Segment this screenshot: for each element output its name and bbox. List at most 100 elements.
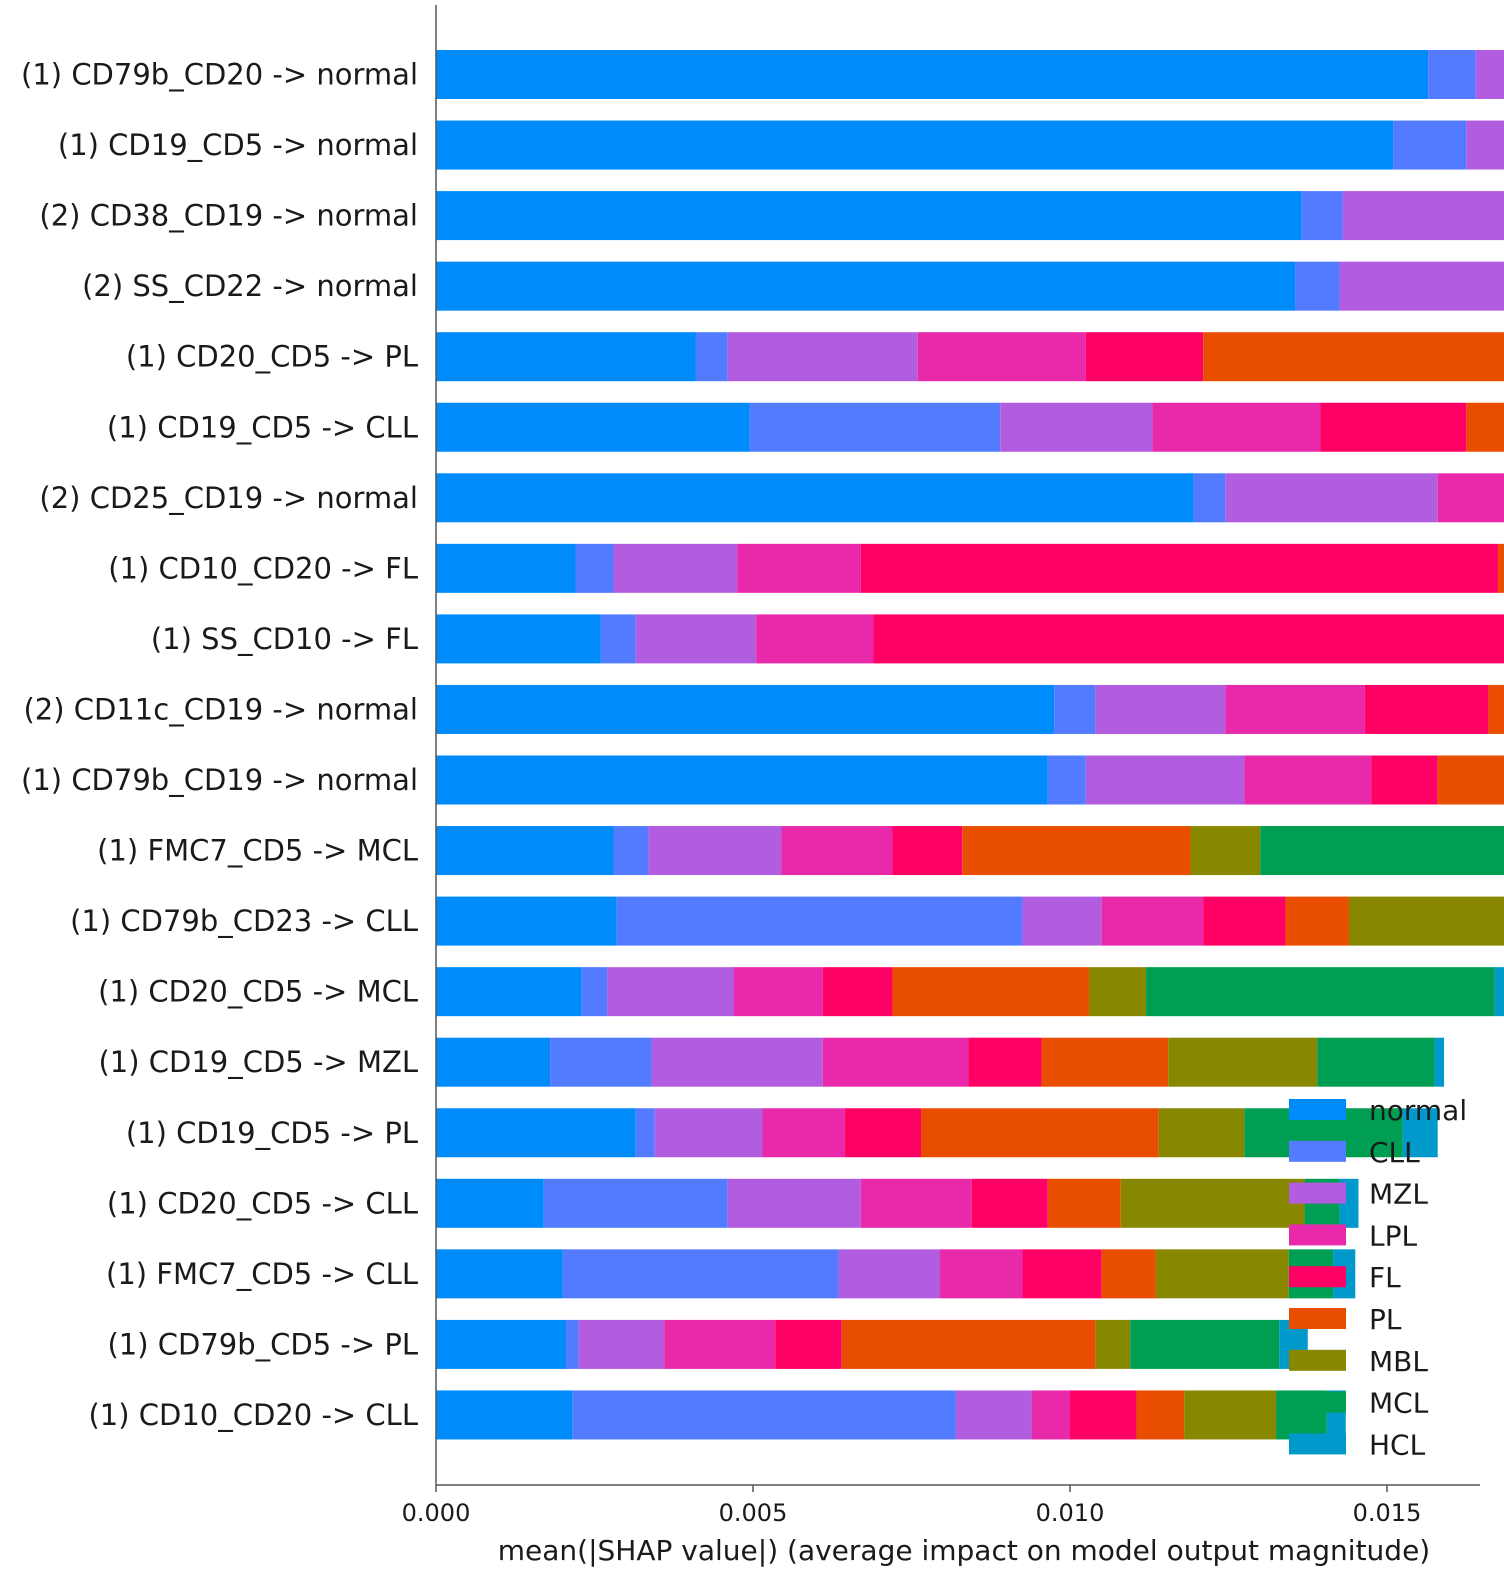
category-label: (1) CD79b_CD23 -> CLL [70,904,418,938]
bar-segment-normal [436,1178,544,1228]
bar-segment-normal [436,896,617,946]
category-label: (2) CD25_CD19 -> normal [39,481,418,515]
bar-segment-fl [1085,332,1204,382]
bar-segment-lpl [940,1249,1023,1299]
bar-segment-cll [1295,261,1340,311]
bar-segment-hcl [1434,1037,1445,1087]
bar-segment-mzl [1466,120,1504,170]
bar-segment-fl [1320,402,1467,452]
bar-segment-normal [436,402,750,452]
bar-segment-pl [1437,755,1504,805]
bar-segment-pl [1101,1249,1156,1299]
category-label: (2) CD11c_CD19 -> normal [23,692,418,726]
category-label: (1) SS_CD10 -> FL [151,622,418,656]
bar-segment-normal [436,826,614,876]
bar-segment-mbl [1190,826,1261,876]
bar-segment-normal [436,543,576,593]
bar-segment-mzl [1342,191,1504,241]
x-tick-label: 0.015 [1353,1499,1422,1527]
bar-segment-pl [1466,402,1504,452]
bar-segment-fl [844,1108,922,1158]
bar-row [436,1178,1359,1228]
bar-segment-cll [543,1178,728,1228]
legend-swatch [1289,1391,1346,1413]
bar-row [436,684,1504,734]
bar-segment-mzl [838,1249,941,1299]
bar-segment-normal [436,1037,551,1087]
bar-segment-mzl [607,967,734,1017]
bar-row [436,1108,1438,1158]
bar-segment-normal [436,755,1048,805]
category-label: (1) CD79b_CD20 -> normal [21,58,418,92]
bar-segment-normal [436,614,601,664]
bar-segment-mcl [1130,1319,1280,1369]
bar-segment-pl [1047,1178,1121,1228]
bar-segment-cll [1393,120,1467,170]
bar-segment-mcl [1260,826,1504,876]
bar-segment-cll [581,967,608,1017]
bar-row [436,332,1504,382]
legend-item-cll: CLL [1289,1136,1420,1169]
legend-swatch [1289,1182,1346,1204]
legend-label: PL [1369,1303,1402,1336]
bar-row [436,473,1504,523]
bar-segment-lpl [860,1178,972,1228]
category-label: (1) CD19_CD5 -> MZL [98,1045,418,1079]
legend-label: MBL [1369,1345,1428,1378]
legend-item-pl: PL [1289,1303,1402,1336]
legend-label: HCL [1369,1428,1426,1461]
bar-segment-pl [1488,684,1504,734]
bar-segment-cll [1047,755,1086,805]
bar-segment-mzl [1225,473,1438,523]
legend-label: CLL [1369,1136,1420,1169]
bar-row [436,50,1504,99]
bar-segment-cll [565,1319,579,1369]
bar-segment-normal [436,1319,566,1369]
bar-segment-mbl [1155,1249,1289,1299]
bar-segment-mzl [578,1319,665,1369]
bar-segment-fl [822,967,893,1017]
bar-row [436,120,1504,170]
bar-segment-fl [1364,684,1489,734]
legend-swatch [1289,1140,1346,1162]
legend-item-fl: FL [1289,1261,1401,1294]
category-label: (1) CD10_CD20 -> FL [108,551,418,585]
legend-swatch [1289,1308,1346,1329]
bar-segment-lpl [762,1108,845,1158]
bar-segment-lpl [1152,402,1321,452]
bar-segment-cll [600,614,636,664]
category-label: (2) CD38_CD19 -> normal [39,199,418,233]
bar-segment-mbl [1120,1178,1305,1228]
bar-segment-mbl [1089,967,1147,1017]
bar-segment-pl [962,826,1191,876]
bar-segment-lpl [822,1037,969,1087]
bar-segment-normal [436,473,1194,523]
bar-segment-lpl [664,1319,776,1369]
legend-item-hcl: HCL [1289,1428,1426,1461]
legend-swatch [1289,1266,1346,1288]
category-label: (1) CD79b_CD19 -> normal [21,763,418,797]
bar-segment-fl [971,1178,1048,1228]
bar-segment-lpl [1225,684,1365,734]
bar-segment-cll [575,543,614,593]
bar-segment-lpl [781,826,893,876]
category-label: (1) CD79b_CD5 -> PL [107,1327,418,1361]
x-tick-label: 0.010 [1036,1499,1105,1527]
x-axis-title: mean(|SHAP value|) (average impact on mo… [498,1534,1430,1567]
bar-segment-pl [1497,543,1504,593]
bar-segment-lpl [1244,755,1372,805]
bar-segment-normal [436,684,1055,734]
bar-segment-normal [436,332,696,382]
legend-item-normal: normal [1289,1094,1467,1127]
bar-segment-mbl [1158,1108,1245,1158]
bar-segment-fl [1371,755,1438,805]
bar-segment-cll [1428,50,1476,99]
bar-row [436,1390,1346,1440]
bar-segment-pl [1203,332,1504,382]
bar-segment-pl [921,1108,1159,1158]
bar-segment-normal [436,967,582,1017]
legend: normal CLL MZL LPL FL PL MBL MCL HCL [1289,1094,1467,1461]
legend-label: MCL [1369,1387,1429,1420]
legend-label: LPL [1369,1219,1417,1252]
bar-segment-mcl [1317,1037,1435,1087]
